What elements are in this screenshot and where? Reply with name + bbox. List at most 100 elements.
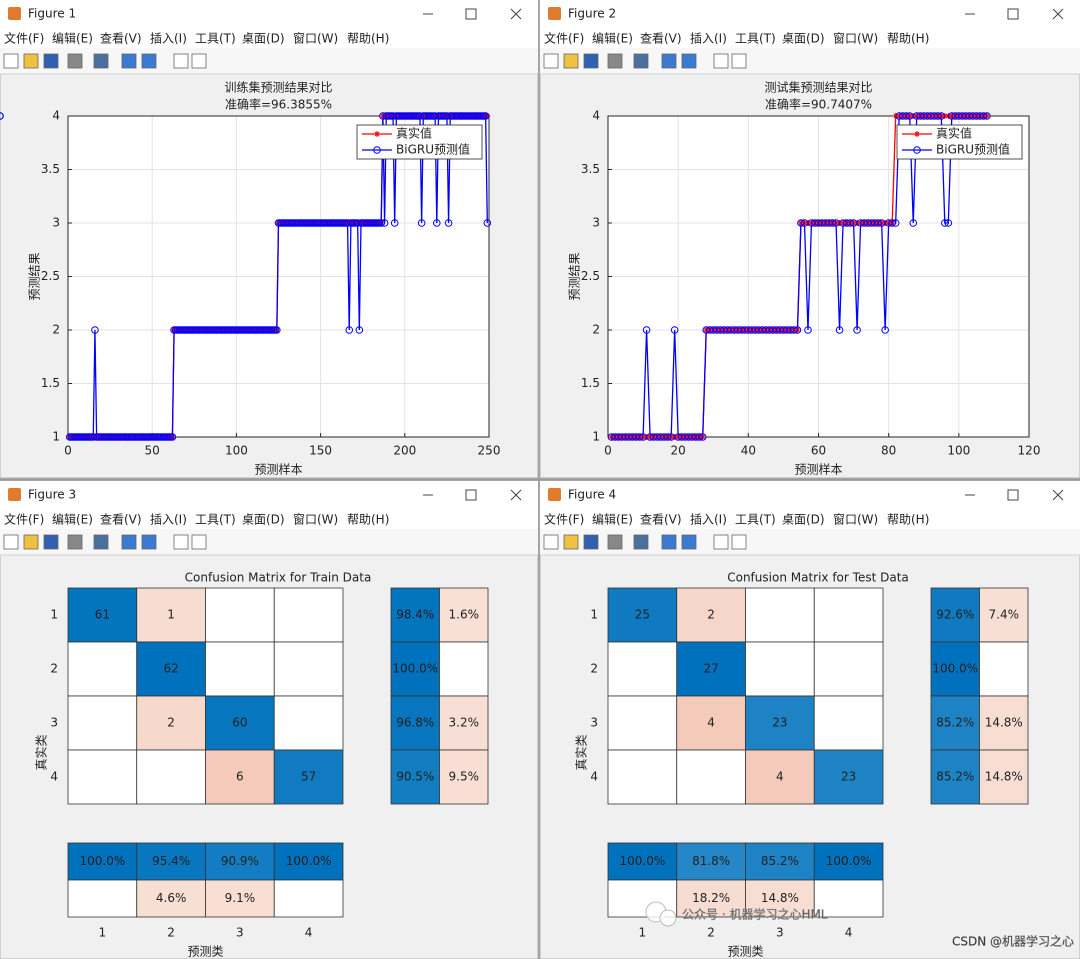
toolbar-button[interactable] [681, 53, 697, 69]
menu-item[interactable]: 查看(V) [100, 513, 142, 527]
menu-item[interactable]: 桌面(D) [242, 513, 285, 527]
empty-cell [439, 641, 489, 697]
menu-item[interactable]: 工具(T) [735, 32, 776, 46]
toolbar-button[interactable] [563, 53, 579, 69]
toolbar-button[interactable] [43, 53, 59, 69]
toolbar-button[interactable] [661, 534, 677, 550]
toolbar-button[interactable] [661, 53, 677, 69]
menu-item[interactable]: 插入(I) [690, 513, 727, 527]
menu-item[interactable]: 窗口(W) [833, 513, 878, 527]
matrix-cell [930, 641, 980, 697]
menu-item[interactable]: 查看(V) [640, 513, 682, 527]
close-button[interactable] [1052, 8, 1064, 20]
menu-item[interactable]: 编辑(E) [592, 512, 633, 527]
toolbar-button[interactable] [3, 534, 19, 550]
toolbar-button[interactable] [607, 53, 623, 69]
empty-cell [67, 641, 138, 697]
menu-item[interactable]: 编辑(E) [52, 512, 93, 527]
close-button[interactable] [1052, 489, 1064, 501]
close-button[interactable] [510, 489, 522, 501]
cell-label: 14.8% [761, 891, 799, 905]
maximize-button[interactable] [1007, 8, 1019, 20]
menu-item[interactable]: 帮助(H) [887, 513, 929, 527]
toolbar-button[interactable] [633, 534, 649, 550]
maximize-button[interactable] [465, 489, 477, 501]
toolbar-button[interactable] [23, 53, 39, 69]
menu-item[interactable]: 窗口(W) [293, 513, 338, 527]
matrix-cell [136, 695, 206, 751]
menu-item[interactable]: 文件(F) [4, 31, 44, 46]
menu-item[interactable]: 帮助(H) [347, 513, 389, 527]
maximize-button[interactable] [465, 8, 477, 20]
toolbar-button[interactable] [121, 534, 137, 550]
matrix-cell [136, 641, 206, 697]
menu-item[interactable]: 帮助(H) [347, 32, 389, 46]
cell-label: 9.5% [449, 770, 480, 784]
menu-item[interactable]: 窗口(W) [293, 32, 338, 46]
empty-cell [607, 695, 678, 751]
toolbar-button[interactable] [713, 53, 729, 69]
toolbar-button[interactable] [93, 534, 109, 550]
row-label: 2 [590, 662, 598, 676]
menu-item[interactable]: 文件(F) [4, 512, 44, 527]
x-axis-label: 预测样本 [254, 462, 302, 477]
menu-item[interactable]: 工具(T) [195, 32, 236, 46]
toolbar-button[interactable] [141, 53, 157, 69]
empty-cell [813, 695, 884, 751]
toolbar-button[interactable] [173, 534, 189, 550]
toolbar-button[interactable] [563, 534, 579, 550]
window-title: Figure 2 [568, 7, 616, 21]
toolbar-button[interactable] [67, 534, 83, 550]
y-tick-label: 1 [52, 430, 60, 444]
point-marker [979, 112, 988, 120]
menu-item[interactable]: 编辑(E) [592, 31, 633, 46]
toolbar-button[interactable] [173, 53, 189, 69]
toolbar-button[interactable] [3, 53, 19, 69]
cell-label: 25 [635, 608, 650, 622]
toolbar-button[interactable] [681, 534, 697, 550]
menu-item[interactable]: 文件(F) [544, 512, 584, 527]
menu-item[interactable]: 编辑(E) [52, 31, 93, 46]
cell-label: 2 [707, 608, 715, 622]
menu-item[interactable]: 窗口(W) [833, 32, 878, 46]
point-marker [345, 326, 354, 334]
toolbar-button[interactable] [43, 534, 59, 550]
point-marker [483, 219, 492, 227]
menu-item[interactable]: 工具(T) [195, 513, 236, 527]
close-button[interactable] [510, 8, 522, 20]
toolbar-button[interactable] [713, 534, 729, 550]
point-marker [91, 326, 99, 334]
toolbar-button[interactable] [583, 53, 599, 69]
axes-box [607, 115, 1030, 438]
row-label: 1 [590, 608, 598, 622]
y-axis-label: 预测结果 [28, 252, 42, 300]
menu-item[interactable]: 查看(V) [640, 32, 682, 46]
toolbar-button[interactable] [543, 53, 559, 69]
toolbar-button[interactable] [543, 534, 559, 550]
menu-item[interactable]: 插入(I) [690, 32, 727, 46]
maximize-button[interactable] [1007, 489, 1019, 501]
menu-item[interactable]: 工具(T) [735, 513, 776, 527]
point-marker [695, 433, 704, 441]
toolbar-button[interactable] [23, 534, 39, 550]
toolbar-button[interactable] [191, 53, 207, 69]
toolbar-button[interactable] [731, 53, 747, 69]
toolbar-button[interactable] [607, 534, 623, 550]
toolbar-button[interactable] [191, 534, 207, 550]
menu-item[interactable]: 插入(I) [150, 513, 187, 527]
toolbar-button[interactable] [141, 534, 157, 550]
toolbar-button[interactable] [67, 53, 83, 69]
menu-item[interactable]: 查看(V) [100, 32, 142, 46]
menu-item[interactable]: 帮助(H) [887, 32, 929, 46]
toolbar-button[interactable] [633, 53, 649, 69]
toolbar-button[interactable] [121, 53, 137, 69]
toolbar-button[interactable] [731, 534, 747, 550]
menu-item[interactable]: 桌面(D) [782, 513, 825, 527]
menu-item[interactable]: 桌面(D) [242, 32, 285, 46]
menu-item[interactable]: 桌面(D) [782, 32, 825, 46]
toolbar-button[interactable] [583, 534, 599, 550]
toolbar-button[interactable] [93, 53, 109, 69]
menu-item[interactable]: 插入(I) [150, 32, 187, 46]
menu-item[interactable]: 文件(F) [544, 31, 584, 46]
menu-bar [540, 509, 1080, 529]
